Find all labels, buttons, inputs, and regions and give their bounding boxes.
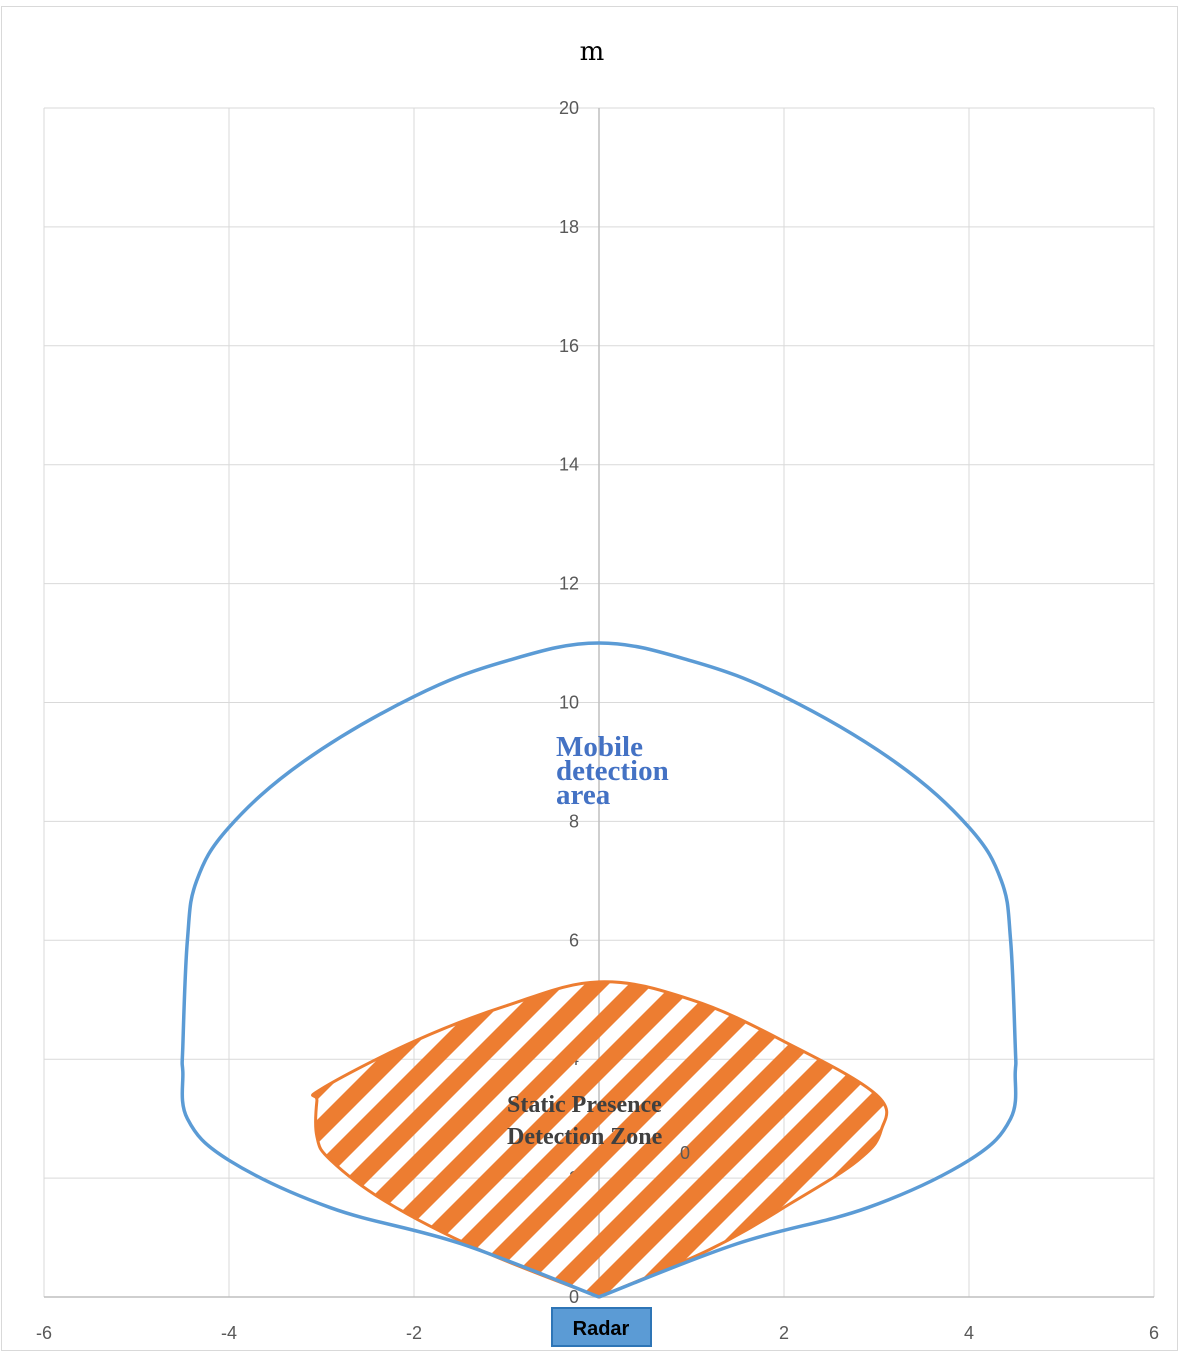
- y-tick-label: 10: [559, 693, 579, 713]
- y-tick-label: 6: [569, 930, 579, 950]
- x-tick-labels: -6 -4 -2 2 4 6: [36, 1323, 1159, 1343]
- y-tick-label: 18: [559, 217, 579, 237]
- hatch-stripe: [410, 981, 750, 1297]
- y-tick-label: 0: [569, 1287, 579, 1307]
- y-tick-label: 20: [559, 98, 579, 118]
- x-tick-label: -2: [406, 1323, 422, 1343]
- stray-zero-label: 0: [680, 1143, 690, 1163]
- x-tick-label: 4: [964, 1323, 974, 1343]
- hatch-stripe: [630, 981, 887, 1297]
- static-label-line-1: Static Presence: [507, 1092, 662, 1118]
- hatch-stripe: [312, 981, 398, 1297]
- unit-label: m: [580, 37, 605, 67]
- hatch-stripe: [762, 981, 887, 1297]
- hatch-stripe: [850, 981, 887, 1297]
- mobile-zone-label: Mobile detection area: [556, 731, 676, 811]
- y-tick-label: 16: [559, 336, 579, 356]
- radar-box: [551, 1307, 652, 1347]
- static-label-line-2: Detection Zone: [507, 1124, 663, 1150]
- mobile-label-line-3: area: [556, 779, 611, 811]
- mobile-label-line-1: Mobile: [556, 731, 643, 763]
- mobile-label-line-2: detection: [556, 755, 669, 787]
- static-zone-outline: [311, 980, 889, 1299]
- y-tick-label: 12: [559, 574, 579, 594]
- x-tick-label: 2: [779, 1323, 789, 1343]
- x-tick-label: -4: [221, 1323, 237, 1343]
- hatch-stripe: [900, 970, 1181, 1297]
- hatch-stripe: [454, 981, 794, 1297]
- mobile-zone-outline: [180, 641, 1018, 1299]
- y-tick-label: 8: [569, 811, 579, 831]
- y-tick-label: 14: [559, 455, 579, 475]
- x-tick-label: 6: [1149, 1323, 1159, 1343]
- radar-label: Radar: [573, 1318, 630, 1340]
- hatch-stripe: [312, 981, 530, 1297]
- x-tick-label: -6: [36, 1323, 52, 1343]
- hatch-stripe: [0, 970, 303, 1297]
- hatch-stripe: [312, 981, 574, 1297]
- hatch-stripe: [806, 981, 887, 1297]
- hatch-stripe: [312, 981, 442, 1297]
- static-zone-label: Static Presence Detection Zone: [507, 1092, 668, 1150]
